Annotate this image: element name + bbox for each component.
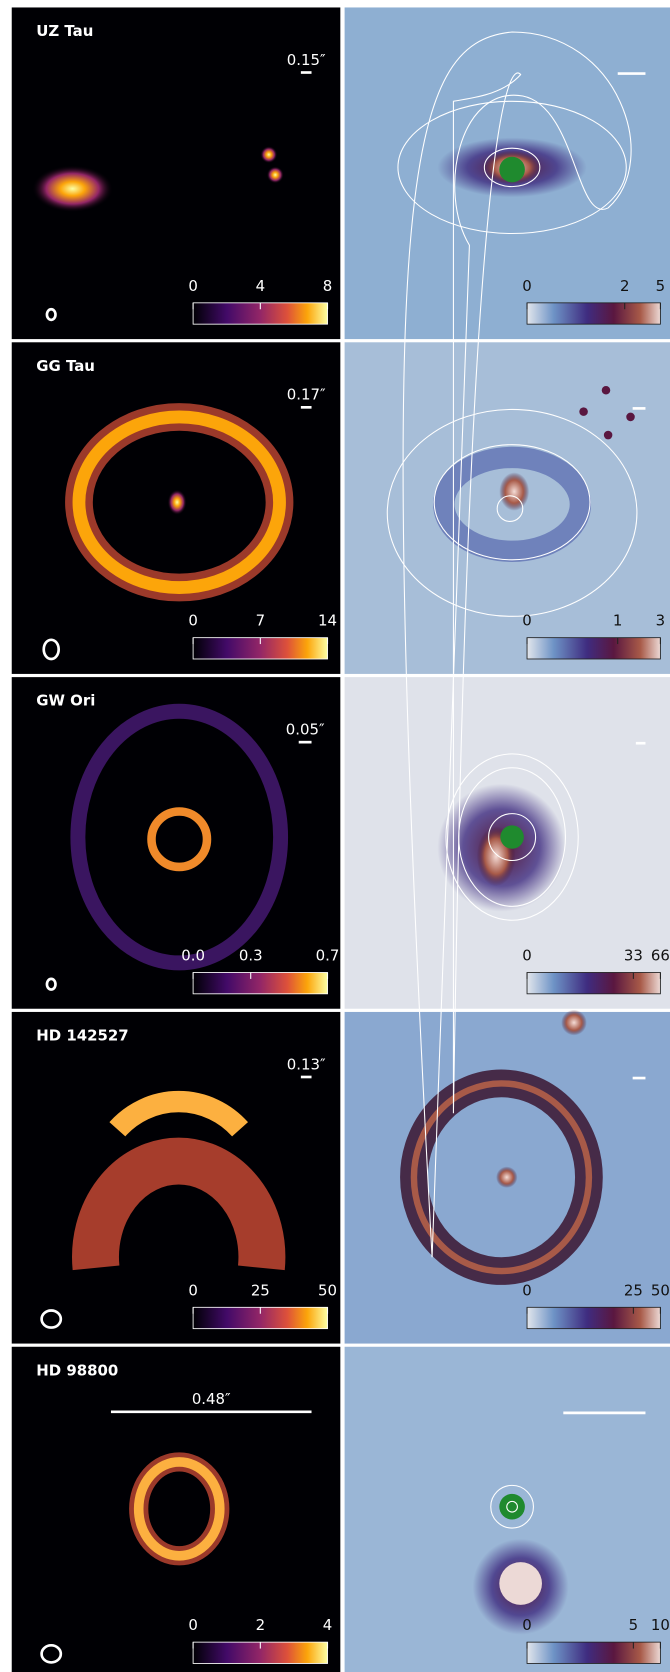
scale-label: 0.15″ xyxy=(287,51,326,69)
source xyxy=(496,1167,517,1188)
colorbar-tick-label: 0 xyxy=(522,946,532,964)
colorbar-tick-label: 2 xyxy=(256,1616,266,1634)
colorbar-tick-label: 0 xyxy=(522,277,532,295)
colorbar-tick-label: 4 xyxy=(256,277,266,295)
figure: UZ Tau0.15″048025GG Tau0.17″0714013GW Or… xyxy=(0,0,670,1672)
colorbar-tick-label: 66 xyxy=(651,946,670,964)
colorbar-tick-label: 0.7 xyxy=(316,946,340,964)
scale-label: 0.05″ xyxy=(286,720,325,738)
colorbar-tick-label: 10 xyxy=(651,1616,670,1634)
speckle xyxy=(604,431,613,440)
mask xyxy=(500,825,523,848)
colorbar xyxy=(527,303,660,324)
colorbar xyxy=(527,972,660,993)
scale-label: 0.13″ xyxy=(287,1055,326,1073)
companion xyxy=(561,1010,587,1036)
source xyxy=(32,165,113,212)
colorbar-tick-label: 1 xyxy=(613,612,623,630)
colorbar-tick-label: 0 xyxy=(188,1281,198,1299)
mask xyxy=(499,1494,525,1520)
colorbar-tick-label: 5 xyxy=(629,1616,639,1634)
speckle xyxy=(602,386,611,395)
colorbar-tick-label: 8 xyxy=(323,277,333,295)
speckle xyxy=(579,407,588,416)
scale-label: 0.48″ xyxy=(192,1390,231,1408)
left-panel xyxy=(12,1347,341,1672)
speckle xyxy=(626,413,635,422)
colorbar-tick-label: 0 xyxy=(188,1616,198,1634)
colorbar-tick-label: 50 xyxy=(651,1281,670,1299)
colorbar-tick-label: 7 xyxy=(256,612,266,630)
colorbar-tick-label: 50 xyxy=(318,1281,337,1299)
source xyxy=(260,146,277,163)
source xyxy=(499,1562,542,1605)
colorbar-tick-label: 3 xyxy=(656,612,666,630)
page: UZ Tau0.15″048025GG Tau0.17″0714013GW Or… xyxy=(0,0,670,1672)
target-name: UZ Tau xyxy=(36,22,93,40)
emission xyxy=(499,472,529,510)
colorbar-tick-label: 5 xyxy=(656,277,666,295)
colorbar-tick-label: 4 xyxy=(323,1616,333,1634)
source xyxy=(267,166,284,183)
colorbar-tick-label: 0 xyxy=(522,1281,532,1299)
target-name: HD 142527 xyxy=(36,1026,128,1044)
colorbar-tick-label: 0.0 xyxy=(181,946,205,964)
colorbar-tick-label: 33 xyxy=(624,946,643,964)
colorbar-tick-label: 0 xyxy=(188,277,198,295)
mask xyxy=(499,157,525,183)
colorbar-tick-label: 25 xyxy=(251,1281,270,1299)
colorbar-tick-label: 0 xyxy=(188,612,198,630)
target-name: GW Ori xyxy=(36,692,95,710)
colorbar-tick-label: 0.3 xyxy=(239,946,263,964)
colorbar xyxy=(527,638,660,659)
colorbar xyxy=(527,1307,660,1328)
colorbar-tick-label: 0 xyxy=(522,1616,532,1634)
scale-label: 0.17″ xyxy=(287,386,326,404)
target-name: HD 98800 xyxy=(36,1361,118,1379)
target-name: GG Tau xyxy=(36,357,95,375)
colorbar-tick-label: 14 xyxy=(318,612,337,630)
colorbar-tick-label: 2 xyxy=(620,277,630,295)
colorbar-tick-label: 25 xyxy=(624,1281,643,1299)
colorbar xyxy=(527,1642,660,1663)
colorbar-tick-label: 0 xyxy=(522,612,532,630)
source xyxy=(168,489,187,515)
colorbar xyxy=(193,972,327,993)
